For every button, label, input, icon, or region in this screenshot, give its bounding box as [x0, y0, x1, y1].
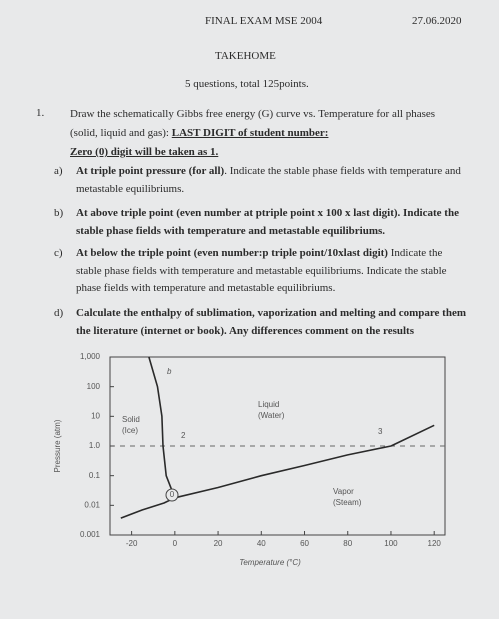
region-label: Liquid: [258, 400, 279, 409]
x-tick-label: 120: [428, 539, 442, 548]
y-tick-label: 0.01: [84, 500, 100, 509]
region-label: Solid: [122, 415, 140, 424]
subtitle: TAKEHOME: [215, 50, 276, 62]
question-body: Draw the schematically Gibbs free energy…: [70, 108, 436, 139]
phase-boundary: [174, 424, 435, 499]
item-label: c): [54, 247, 63, 259]
region-label: (Ice): [122, 426, 138, 435]
point-label: 3: [378, 427, 383, 436]
item: d) Calculate the enthalpy of sublimation…: [54, 305, 467, 340]
x-axis-label: Temperature (°C): [239, 558, 301, 567]
y-tick-label: 10: [91, 411, 100, 420]
item-label: d): [54, 307, 64, 319]
item: c) At below the triple point (even numbe…: [54, 245, 466, 298]
x-tick-label: -20: [126, 539, 138, 548]
x-tick-label: 100: [384, 539, 398, 548]
phase-boundary: [120, 497, 176, 519]
y-tick-label: 0.001: [80, 530, 101, 539]
y-tick-label: 0.1: [89, 471, 101, 480]
exam-title: FINAL EXAM MSE 2004: [205, 15, 323, 27]
x-tick-label: 80: [343, 539, 352, 548]
item-text: Indicate the stable phase fields with te…: [76, 247, 447, 294]
x-tick-label: 40: [257, 539, 266, 548]
point-label: 0: [170, 490, 175, 499]
point-marker: [165, 488, 179, 502]
question-text: Draw the schematically Gibbs free energy…: [70, 105, 465, 162]
question-emphasis: LAST DIGIT of student number:: [171, 127, 329, 139]
point-label: b: [167, 367, 172, 376]
y-tick-label: 1,000: [80, 352, 101, 361]
item-bold: At below the triple point (even number:p…: [76, 247, 388, 259]
region-label: Vapor: [333, 487, 354, 496]
point-label: 2: [181, 431, 186, 440]
question-number: 1.: [36, 107, 45, 119]
y-axis-label: Pressure (atm): [53, 419, 62, 472]
x-tick-label: 0: [173, 539, 178, 548]
item-text: . Indicate the stable phase fields with …: [76, 165, 461, 195]
y-tick-label: 1.0: [89, 441, 101, 450]
y-tick-label: 100: [87, 382, 101, 391]
item-label: a): [54, 165, 63, 177]
item-bold: At above triple point (even number at pt…: [76, 207, 459, 237]
region-label: (Water): [258, 411, 285, 420]
question-note: Zero (0) digit will be taken as 1.: [70, 146, 219, 158]
x-tick-label: 20: [214, 539, 223, 548]
region-label: (Steam): [333, 498, 362, 507]
item-bold: At triple point pressure (for all): [76, 165, 225, 177]
phase-boundary: [148, 356, 176, 499]
exam-date: 27.06.2020: [412, 15, 462, 27]
summary: 5 questions, total 125points.: [185, 78, 309, 90]
item: b) At above triple point (even number at…: [54, 205, 466, 240]
item-bold: Calculate the enthalpy of sublimation, v…: [76, 307, 467, 337]
x-tick-label: 60: [300, 539, 309, 548]
item: a) At triple point pressure (for all). I…: [54, 163, 466, 198]
item-label: b): [54, 207, 64, 219]
